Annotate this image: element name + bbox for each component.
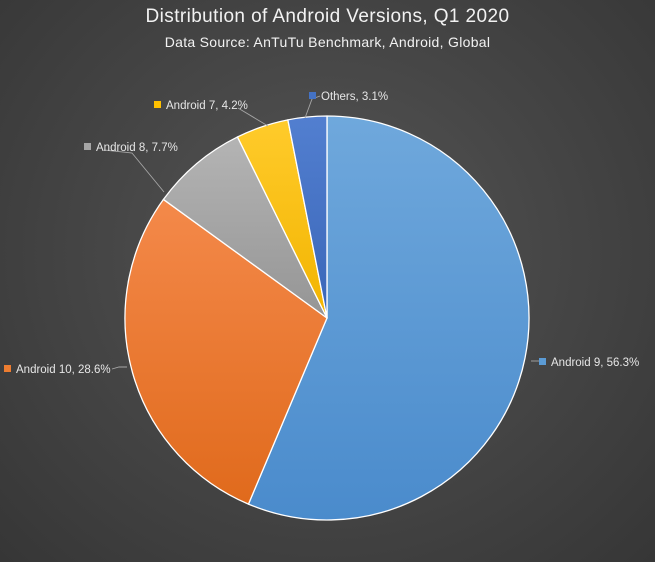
label-marker-android-8 (84, 143, 91, 150)
data-label-android-9: Android 9, 56.3% (551, 357, 639, 369)
data-label-others: Others, 3.1% (321, 91, 388, 103)
pie-slice-android-9 (247, 115, 530, 521)
data-label-android-8: Android 8, 7.7% (96, 142, 178, 154)
data-label-android-10: Android 10, 28.6% (16, 364, 111, 376)
leader-line-others (304, 95, 321, 119)
chart-subtitle: Data Source: AnTuTu Benchmark, Android, … (164, 34, 491, 50)
label-marker-others (309, 92, 316, 99)
leader-line-android-8 (103, 149, 165, 193)
pie-slice-android-10 (124, 198, 328, 505)
chart-title: Distribution of Android Versions, Q1 202… (145, 6, 510, 27)
pie-slice-android-8 (162, 136, 328, 319)
leader-line-android-7 (237, 107, 269, 127)
pie-labels: Android 9, 56.3% Android 10, 28.6% Android… (4, 91, 639, 376)
pie-slice-others (287, 115, 328, 319)
label-marker-android-10 (4, 365, 11, 372)
pie-slices (124, 115, 530, 521)
leader-line-android-10 (111, 366, 127, 370)
data-label-android-7: Android 7, 4.2% (166, 100, 248, 112)
label-marker-android-9 (539, 358, 546, 365)
label-marker-android-7 (154, 101, 161, 108)
